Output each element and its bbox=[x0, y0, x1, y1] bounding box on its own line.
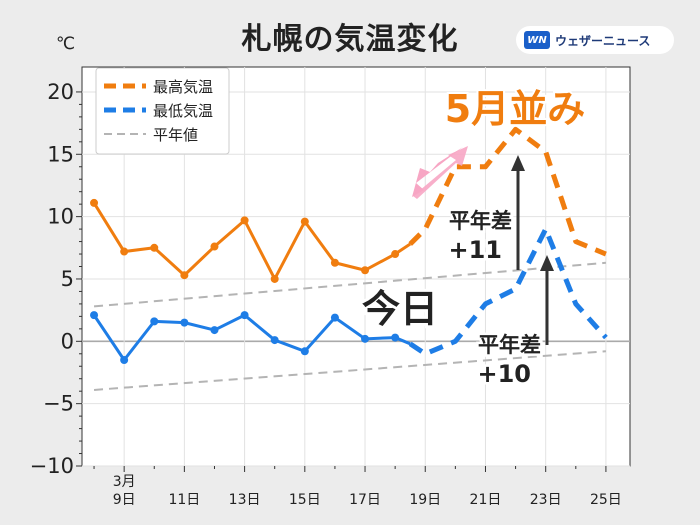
max-temp-point bbox=[361, 266, 370, 275]
min-temp-point bbox=[361, 334, 370, 343]
x-tick-label: 17日 bbox=[349, 492, 381, 508]
pink-arrow bbox=[412, 147, 463, 197]
min-diff-value: +10 bbox=[477, 360, 531, 388]
min-temp-point bbox=[90, 311, 99, 320]
y-tick-label: 20 bbox=[47, 80, 74, 104]
today-label: 今日 bbox=[362, 287, 438, 331]
y-unit-label: ℃ bbox=[56, 34, 76, 54]
min-temp-point bbox=[300, 347, 309, 356]
pink-arrow-head bbox=[413, 146, 468, 199]
y-tick-label: 10 bbox=[47, 205, 74, 229]
max-temp-observed-line bbox=[92, 202, 412, 281]
x-axis: 9日 3月 11日 13日 15日 17日 19日 21日 23日 25日 bbox=[93, 466, 622, 508]
max-diff-arrow-head bbox=[511, 155, 525, 171]
min-temp-forecast-line bbox=[408, 226, 608, 357]
min-diff-label: 平年差 bbox=[478, 333, 541, 357]
series-lines bbox=[90, 126, 608, 391]
x-tick-label: 9日 bbox=[113, 492, 136, 508]
y-tick-label: 5 bbox=[61, 267, 74, 291]
max-temp-point bbox=[210, 242, 219, 251]
may-like-label: 5月並み bbox=[445, 87, 585, 131]
min-temp-point bbox=[240, 311, 249, 320]
max-temp-forecast-line bbox=[408, 126, 607, 257]
max-temp-point bbox=[330, 258, 339, 267]
legend-label: 最高気温 bbox=[153, 78, 213, 96]
x-tick-label: 15日 bbox=[289, 492, 321, 508]
max-temp-point bbox=[180, 271, 189, 280]
brand-mark: WN bbox=[524, 31, 550, 49]
x-tick-label: 19日 bbox=[409, 492, 441, 508]
brand-name: ウェザーニュース bbox=[555, 33, 651, 48]
max-temp-point bbox=[391, 250, 400, 259]
min-temp-point bbox=[330, 313, 339, 322]
legend-label: 平年値 bbox=[153, 126, 198, 144]
max-temp-point bbox=[300, 217, 309, 226]
min-temp-point bbox=[210, 326, 219, 335]
max-temp-point bbox=[270, 274, 279, 283]
legend-box bbox=[95, 67, 230, 155]
x-tick-label: 11日 bbox=[168, 492, 200, 508]
max-diff-label: 平年差 bbox=[449, 209, 512, 233]
y-axis: −10 −5 0 5 10 15 20 bbox=[30, 80, 82, 478]
min-diff-arrow-head bbox=[540, 255, 554, 271]
min-temp-point bbox=[120, 356, 129, 365]
y-tick-label: −5 bbox=[43, 392, 74, 416]
legend-label: 最低気温 bbox=[153, 102, 213, 120]
min-temp-point bbox=[391, 333, 400, 342]
max-temp-point bbox=[150, 243, 159, 252]
y-tick-label: 0 bbox=[61, 329, 74, 353]
min-temp-point bbox=[150, 317, 159, 326]
y-tick-label: 15 bbox=[47, 142, 74, 166]
min-temp-point bbox=[180, 318, 189, 327]
min-temp-point bbox=[270, 336, 279, 345]
x-month-label: 3月 bbox=[113, 474, 136, 490]
normal-line bbox=[93, 350, 606, 391]
chart-title: 札幌の気温変化 bbox=[241, 22, 459, 57]
min-temp-observed-line bbox=[92, 313, 411, 362]
x-tick-label: 13日 bbox=[229, 492, 261, 508]
max-temp-point bbox=[90, 198, 99, 207]
normal-line bbox=[93, 261, 606, 308]
max-temp-point bbox=[240, 216, 249, 225]
x-tick-label: 23日 bbox=[530, 492, 562, 508]
x-tick-label: 21日 bbox=[470, 492, 502, 508]
y-tick-label: −10 bbox=[30, 454, 74, 478]
max-temp-point bbox=[120, 247, 129, 256]
x-tick-label: 25日 bbox=[590, 492, 622, 508]
brand-logo: WN ウェザーニュース bbox=[516, 26, 674, 54]
max-diff-value: +11 bbox=[448, 236, 502, 264]
